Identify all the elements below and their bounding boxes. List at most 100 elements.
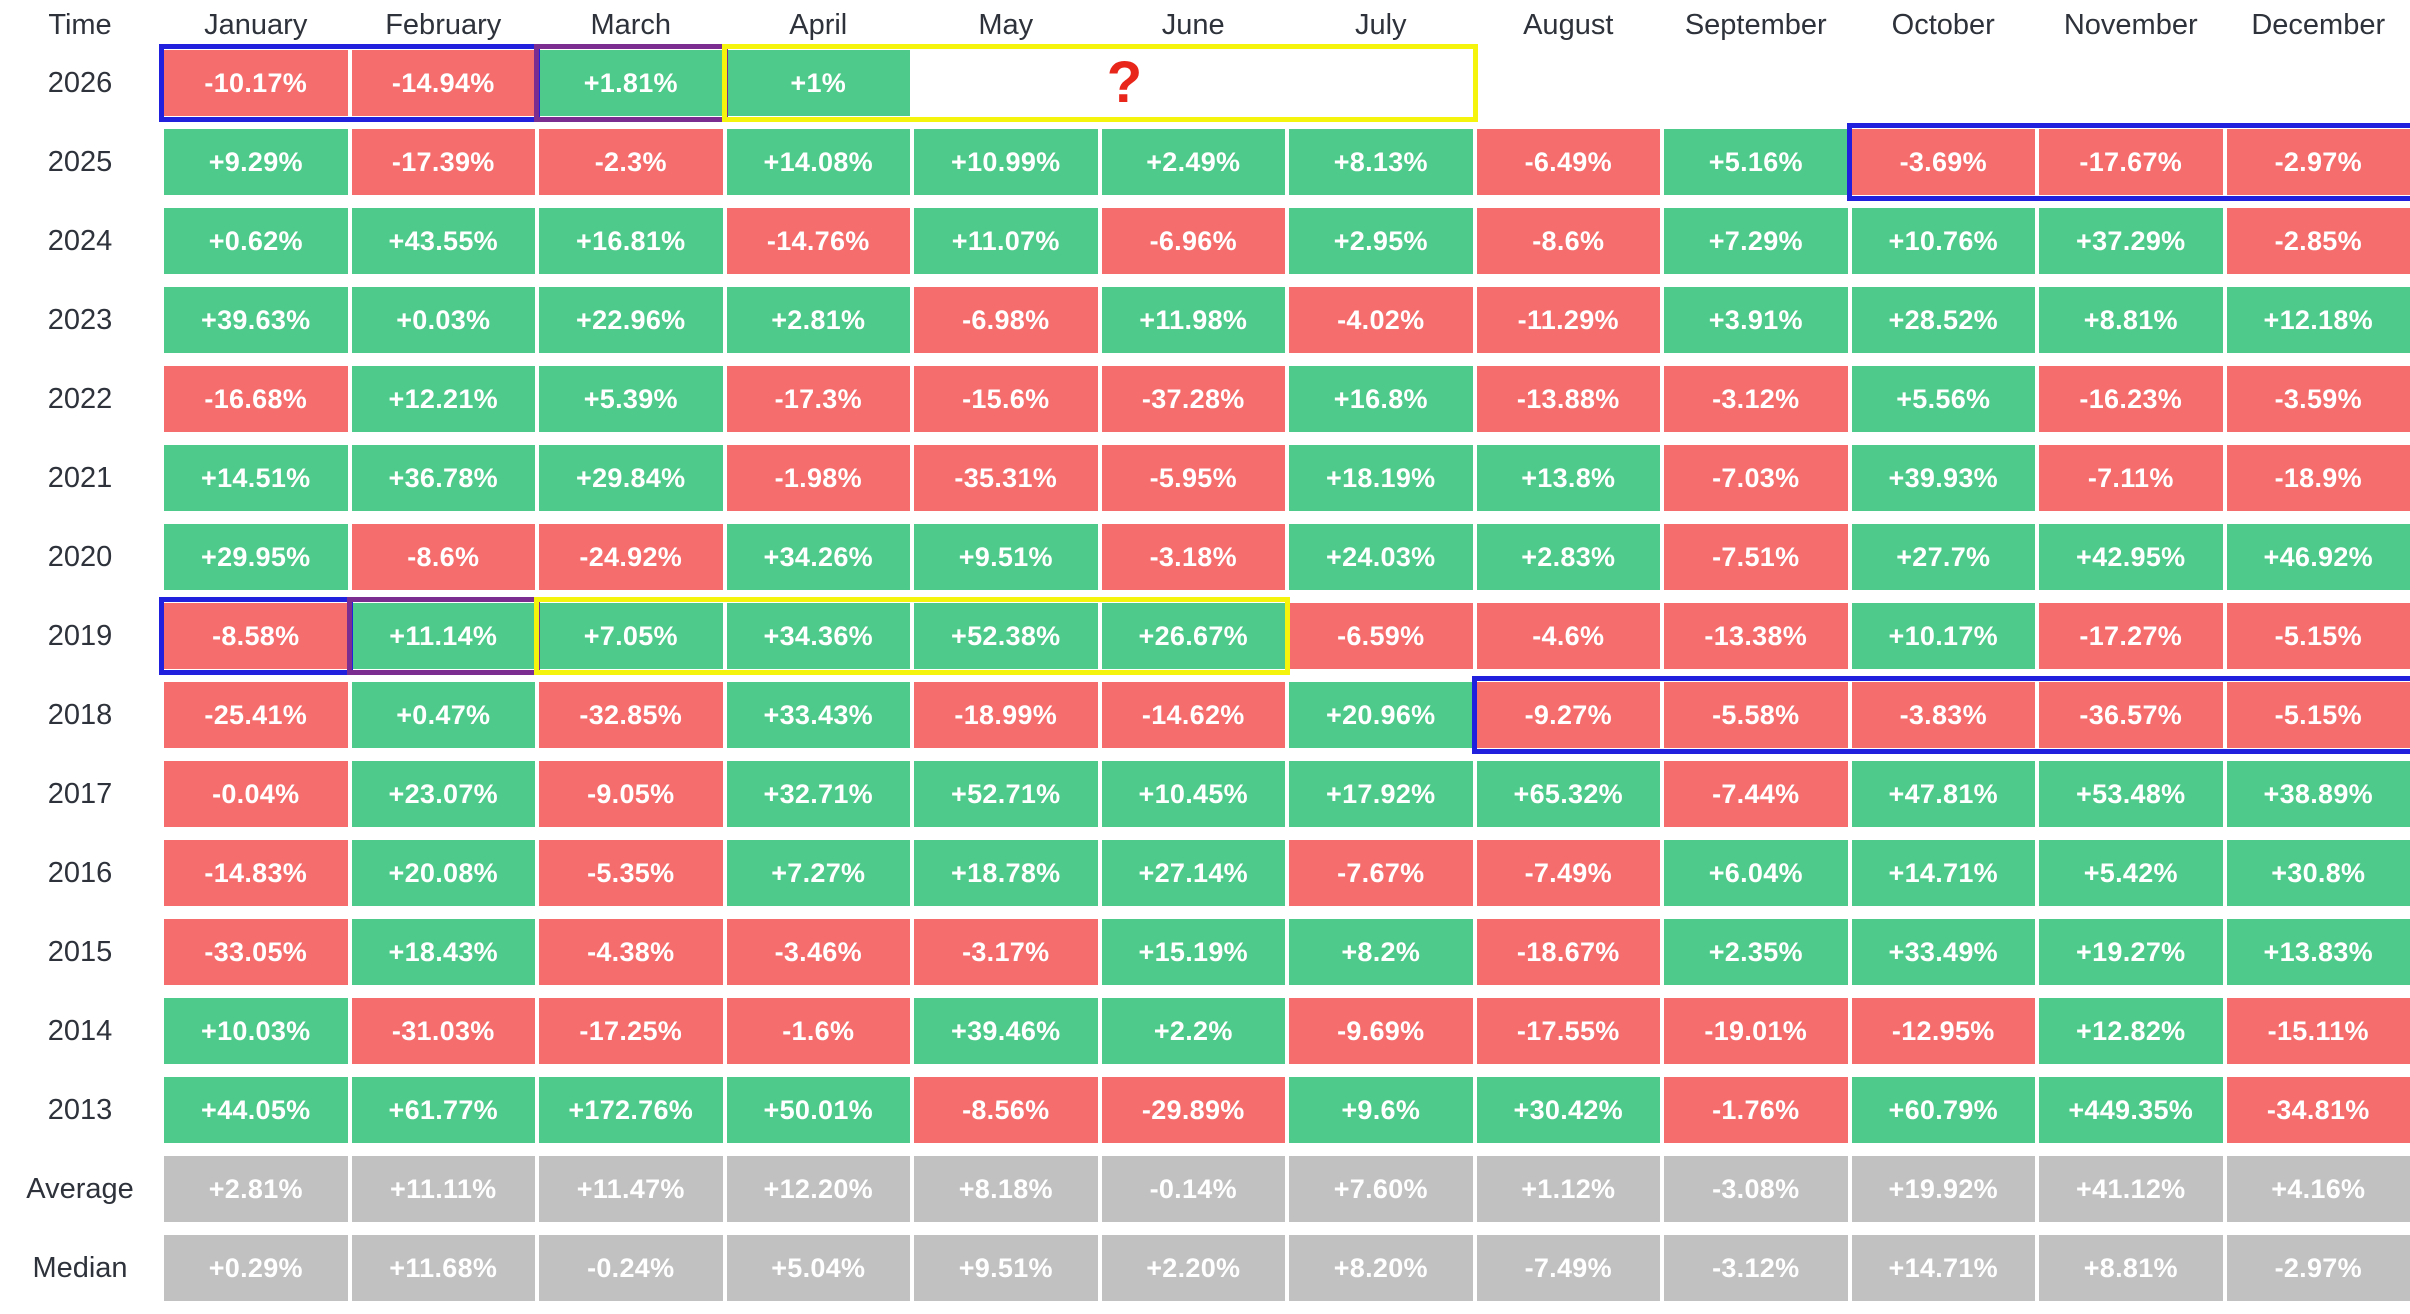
cell-2013-october: +60.79%: [1851, 1077, 2035, 1143]
cell-2025-december: -2.97%: [2226, 129, 2410, 195]
cell-average-june: -0.14%: [1101, 1156, 1285, 1222]
cell-2020-june: -3.18%: [1101, 524, 1285, 590]
cell-average-january: +2.81%: [164, 1156, 348, 1222]
cell-2015-march: -4.38%: [539, 919, 723, 985]
cell-2024-january: +0.62%: [164, 208, 348, 274]
cell-2022-december: -3.59%: [2226, 366, 2410, 432]
cell-2015-april: -3.46%: [726, 919, 910, 985]
row-2016: 2016 -14.83% +20.08% -5.35% +7.27% +18.78% +27…: [0, 840, 2410, 906]
cell-2017-august: +65.32%: [1476, 761, 1660, 827]
cell-median-october: +14.71%: [1851, 1235, 2035, 1301]
row-2014: 2014 +10.03% -31.03% -17.25% -1.6% +39.46% +2.…: [0, 998, 2410, 1064]
cell-2017-january: -0.04%: [164, 761, 348, 827]
cell-2019-july: -6.59%: [1289, 603, 1473, 669]
cell-2015-december: +13.83%: [2226, 919, 2410, 985]
cell-2013-february: +61.77%: [351, 1077, 535, 1143]
cell-2017-october: +47.81%: [1851, 761, 2035, 827]
cell-2017-june: +10.45%: [1101, 761, 1285, 827]
cell-2019-march: +7.05%: [539, 603, 723, 669]
cell-average-october: +19.92%: [1851, 1156, 2035, 1222]
row-label-2013: 2013: [47, 1093, 113, 1126]
cell-2017-november: +53.48%: [2039, 761, 2223, 827]
row-2021: 2021 +14.51% +36.78% +29.84% -1.98% -35.31% -5…: [0, 445, 2410, 511]
row-label-2017: 2017: [47, 777, 113, 810]
cell-2025-august: -6.49%: [1476, 129, 1660, 195]
row-label-2018: 2018: [47, 698, 113, 731]
cell-2026-november: [2039, 50, 2223, 116]
cell-2016-february: +20.08%: [351, 840, 535, 906]
cell-2020-march: -24.92%: [539, 524, 723, 590]
row-label-median: Median: [32, 1251, 128, 1284]
cell-2026-may: [914, 50, 1098, 116]
cell-2022-august: -13.88%: [1476, 366, 1660, 432]
cell-2015-november: +19.27%: [2039, 919, 2223, 985]
cell-2018-august: -9.27%: [1476, 682, 1660, 748]
cell-2024-february: +43.55%: [351, 208, 535, 274]
row-2019: 2019 -8.58% +11.14% +7.05% +34.36% +52.38% +26…: [0, 603, 2410, 669]
cell-average-november: +41.12%: [2039, 1156, 2223, 1222]
cell-2026-august: [1477, 50, 1661, 116]
cell-2013-march: +172.76%: [539, 1077, 723, 1143]
cell-2019-november: -17.27%: [2039, 603, 2223, 669]
cell-2024-june: -6.96%: [1101, 208, 1285, 274]
cell-2020-april: +34.26%: [726, 524, 910, 590]
cell-2026-september: [1664, 50, 1848, 116]
cell-2025-november: -17.67%: [2039, 129, 2223, 195]
row-2013: 2013 +44.05% +61.77% +172.76% +50.01% -8.56% -…: [0, 1077, 2410, 1143]
column-header-march: March: [590, 8, 672, 41]
column-header-september: September: [1684, 8, 1827, 41]
cell-2020-december: +46.92%: [2226, 524, 2410, 590]
cell-2020-july: +24.03%: [1289, 524, 1473, 590]
cell-2022-july: +16.8%: [1289, 366, 1473, 432]
cell-2026-december: [2227, 50, 2410, 116]
column-header-may: May: [978, 8, 1034, 41]
cell-2022-september: -3.12%: [1664, 366, 1848, 432]
cell-2018-november: -36.57%: [2039, 682, 2223, 748]
column-header-february: February: [385, 8, 502, 41]
row-2018: 2018 -25.41% +0.47% -32.85% +33.43% -18.99% -1…: [0, 682, 2410, 748]
cell-2017-march: -9.05%: [539, 761, 723, 827]
cell-2016-november: +5.42%: [2039, 840, 2223, 906]
cell-2017-september: -7.44%: [1664, 761, 1848, 827]
cell-2024-july: +2.95%: [1289, 208, 1473, 274]
cell-2014-december: -15.11%: [2226, 998, 2410, 1064]
cell-2015-may: -3.17%: [914, 919, 1098, 985]
header-row: Time January February March April May June July…: [0, 2, 2410, 48]
cell-median-july: +8.20%: [1289, 1235, 1473, 1301]
cell-2018-may: -18.99%: [914, 682, 1098, 748]
cell-2023-october: +28.52%: [1851, 287, 2035, 353]
cell-2016-august: -7.49%: [1476, 840, 1660, 906]
cell-2016-march: -5.35%: [539, 840, 723, 906]
cell-2016-december: +30.8%: [2226, 840, 2410, 906]
cell-2015-july: +8.2%: [1289, 919, 1473, 985]
row-2025: 2025 +9.29% -17.39% -2.3% +14.08% +10.99% +2.4…: [0, 129, 2410, 195]
cell-2023-june: +11.98%: [1101, 287, 1285, 353]
cell-2024-december: -2.85%: [2226, 208, 2410, 274]
cell-average-december: +4.16%: [2226, 1156, 2410, 1222]
cell-average-february: +11.11%: [351, 1156, 535, 1222]
cell-2021-may: -35.31%: [914, 445, 1098, 511]
cell-2025-april: +14.08%: [726, 129, 910, 195]
cell-2025-march: -2.3%: [539, 129, 723, 195]
cell-2021-april: -1.98%: [726, 445, 910, 511]
cell-2015-august: -18.67%: [1476, 919, 1660, 985]
row-label-2016: 2016: [47, 856, 113, 889]
cell-2026-october: [1852, 50, 2036, 116]
cell-2021-december: -18.9%: [2226, 445, 2410, 511]
table-body: 2026 -10.17% -14.94% +1.81% +1% 2025 +9.29% -17…: [0, 50, 2410, 1301]
row-label-2023: 2023: [47, 303, 113, 336]
cell-2021-september: -7.03%: [1664, 445, 1848, 511]
column-header-august: August: [1523, 8, 1614, 41]
cell-2016-july: -7.67%: [1289, 840, 1473, 906]
cell-average-march: +11.47%: [539, 1156, 723, 1222]
column-header-april: April: [789, 8, 848, 41]
cell-2018-april: +33.43%: [726, 682, 910, 748]
cell-2022-january: -16.68%: [164, 366, 348, 432]
row-average: Average +2.81% +11.11% +11.47% +12.20% +8.18%…: [0, 1156, 2410, 1222]
cell-median-september: -3.12%: [1664, 1235, 1848, 1301]
cell-2016-january: -14.83%: [164, 840, 348, 906]
cell-median-june: +2.20%: [1101, 1235, 1285, 1301]
cell-2022-november: -16.23%: [2039, 366, 2223, 432]
column-header-december: December: [2251, 8, 2386, 41]
cell-median-april: +5.04%: [726, 1235, 910, 1301]
